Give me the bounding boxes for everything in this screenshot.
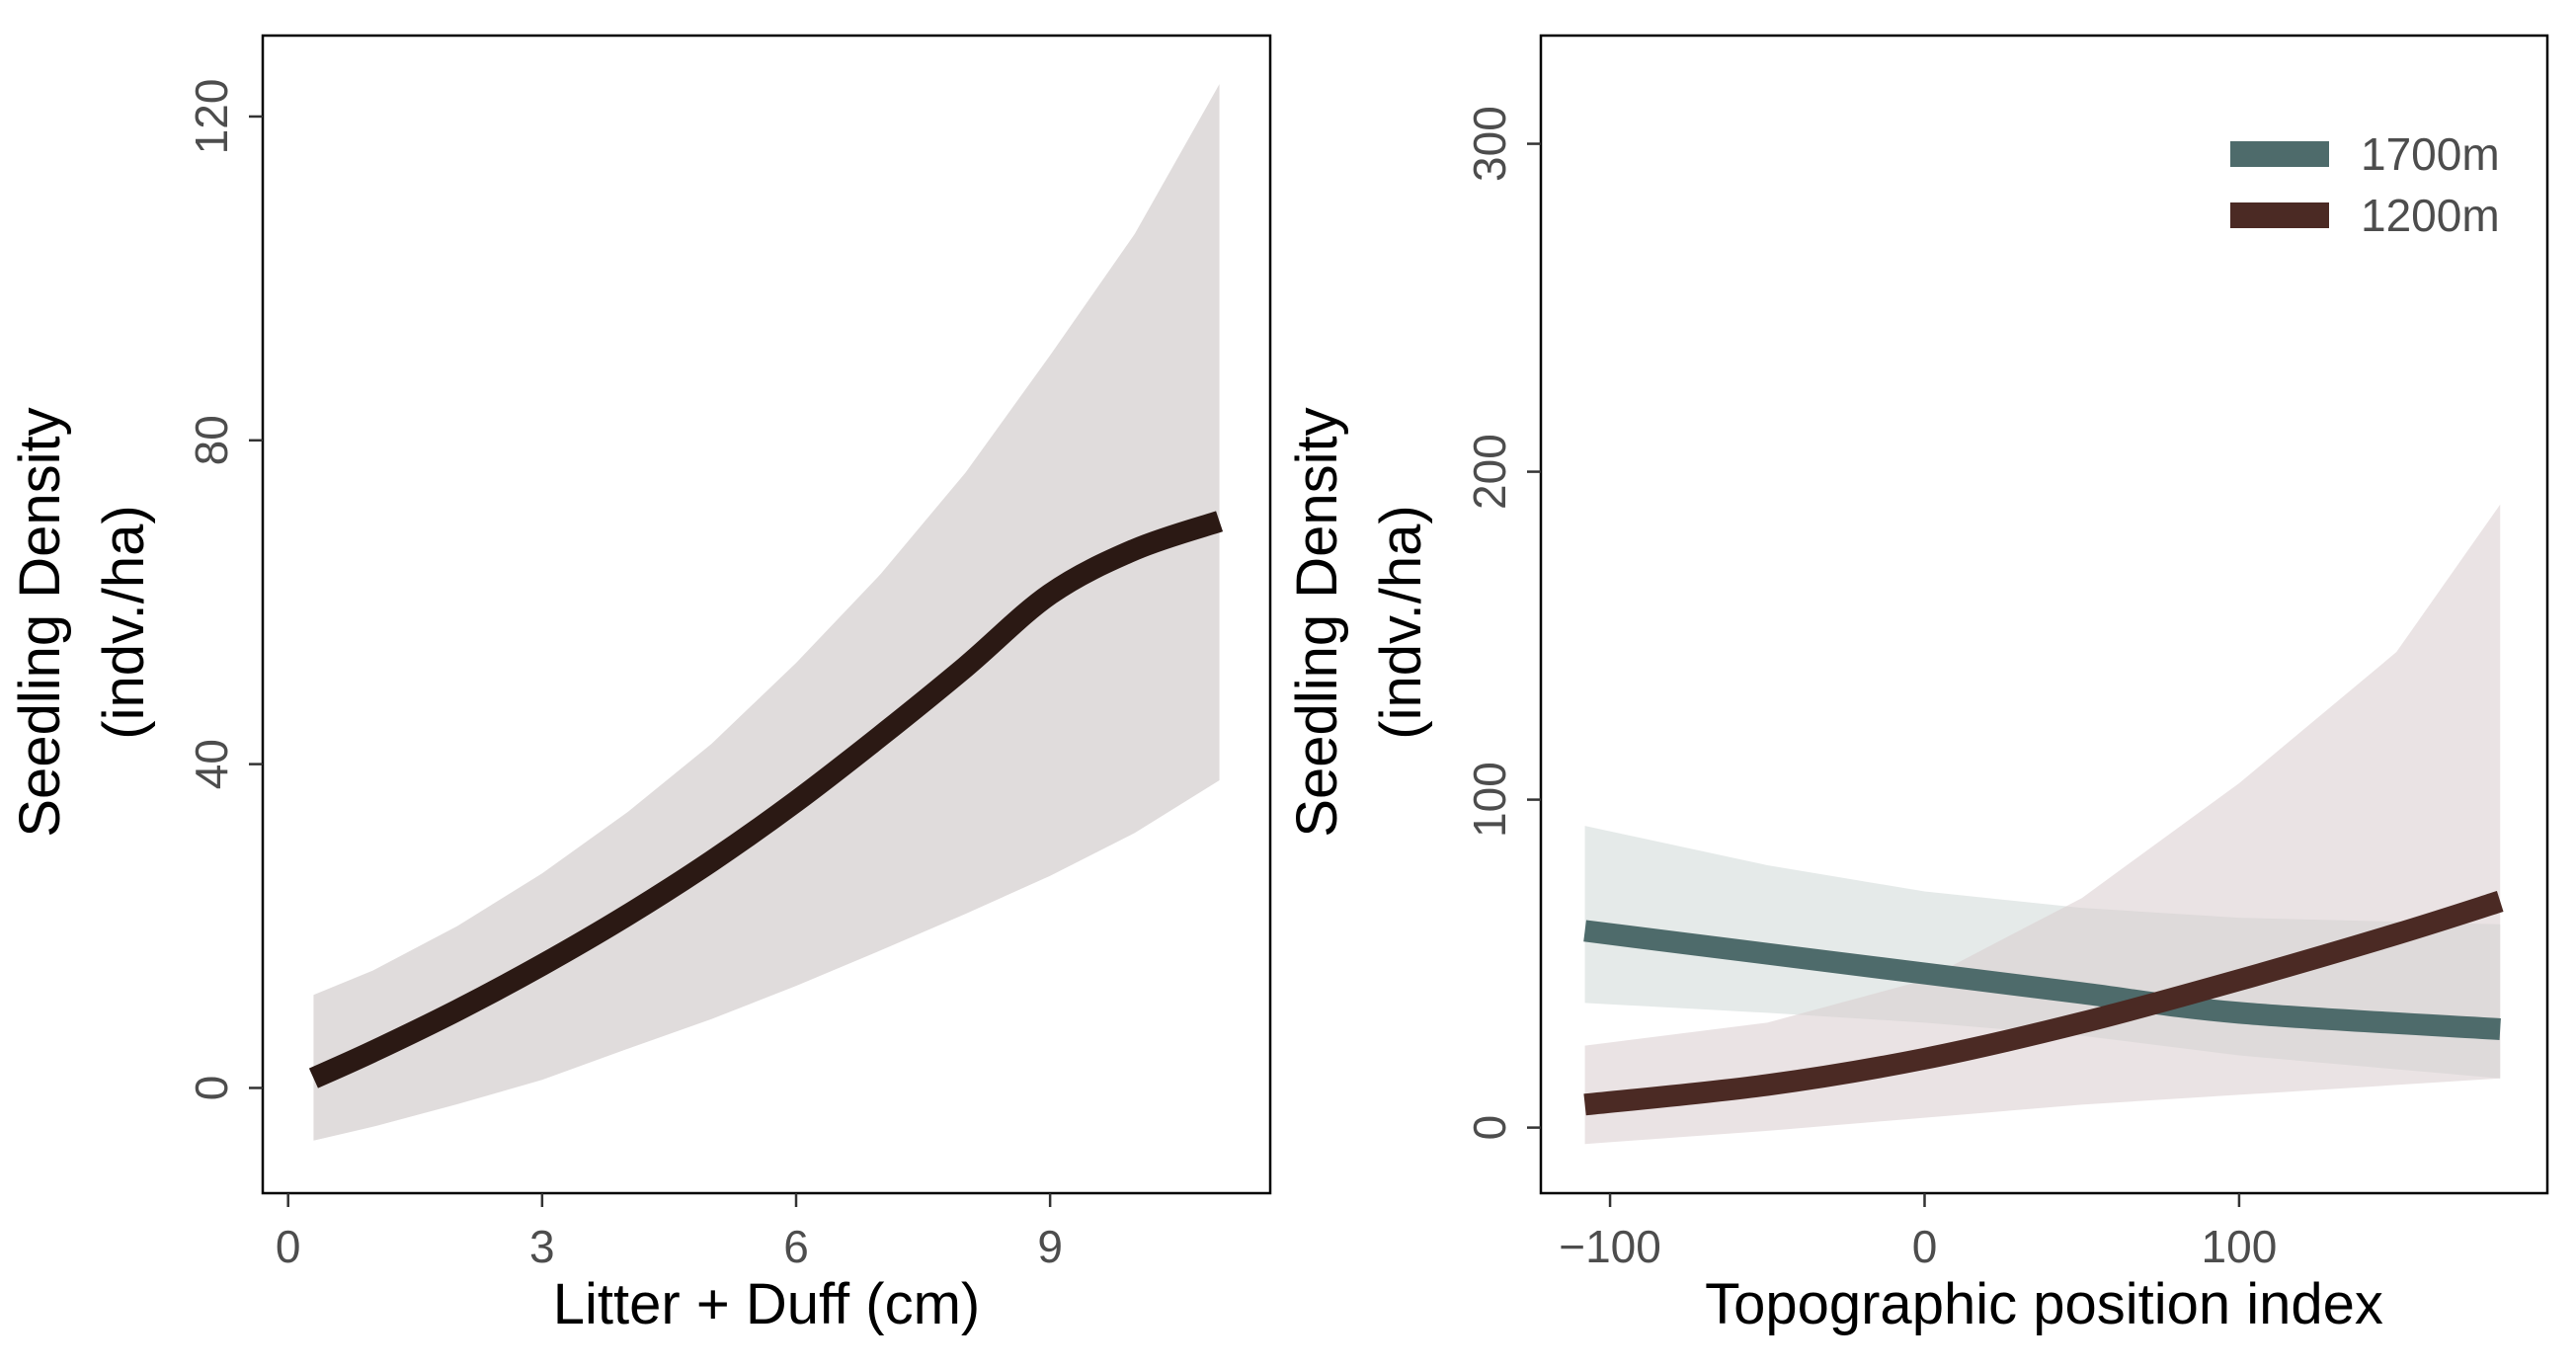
x-tick-label: 100 bbox=[2202, 1221, 2278, 1272]
x-tick-label: −100 bbox=[1559, 1221, 1661, 1272]
x-tick-label: 0 bbox=[1912, 1221, 1938, 1272]
y-tick-label: 0 bbox=[1464, 1115, 1515, 1141]
x-axis-title: Topographic position index bbox=[1705, 1272, 2383, 1336]
confidence-band-1200m bbox=[1584, 504, 2501, 1145]
confidence-band-series-0 bbox=[313, 84, 1220, 1141]
x-tick-label: 3 bbox=[529, 1221, 555, 1272]
y-tick-label: 0 bbox=[186, 1076, 237, 1101]
fitted-line-series-0 bbox=[308, 511, 1224, 1088]
y-tick-label: 100 bbox=[1464, 762, 1515, 838]
y-axis-title-line-1: Seedling Density bbox=[8, 407, 72, 837]
panel-border bbox=[261, 34, 1272, 1195]
legend-label-1700m: 1700m bbox=[2361, 128, 2500, 180]
x-tick-label: 6 bbox=[783, 1221, 809, 1272]
y-tick-label: 40 bbox=[186, 739, 237, 789]
left-panel: 0 3 6 9 0 40 80 120 Litter + Duff (cm) Seedling D… bbox=[8, 34, 1272, 1336]
y-tick-label: 120 bbox=[186, 79, 237, 155]
y-axis-title-line-2: (indv./ha) bbox=[1369, 505, 1433, 739]
fitted-line-1700m bbox=[1583, 920, 2501, 1040]
y-tick-label: 200 bbox=[1464, 434, 1515, 510]
panel-border bbox=[1539, 34, 2549, 1195]
fitted-line-1200m bbox=[1583, 891, 2504, 1116]
legend-label-1200m: 1200m bbox=[2361, 190, 2500, 241]
y-tick-label: 80 bbox=[186, 415, 237, 465]
y-axis-title-line-1: Seedling Density bbox=[1285, 407, 1349, 837]
right-panel: −100 0 100 0 100 200 300 Topographic position i… bbox=[1285, 34, 2549, 1336]
x-axis-title: Litter + Duff (cm) bbox=[553, 1272, 980, 1336]
y-tick-label: 300 bbox=[1464, 106, 1515, 182]
x-tick-label: 9 bbox=[1037, 1221, 1063, 1272]
y-axis-title-line-2: (indv./ha) bbox=[92, 505, 156, 739]
x-tick-label: 0 bbox=[276, 1221, 301, 1272]
